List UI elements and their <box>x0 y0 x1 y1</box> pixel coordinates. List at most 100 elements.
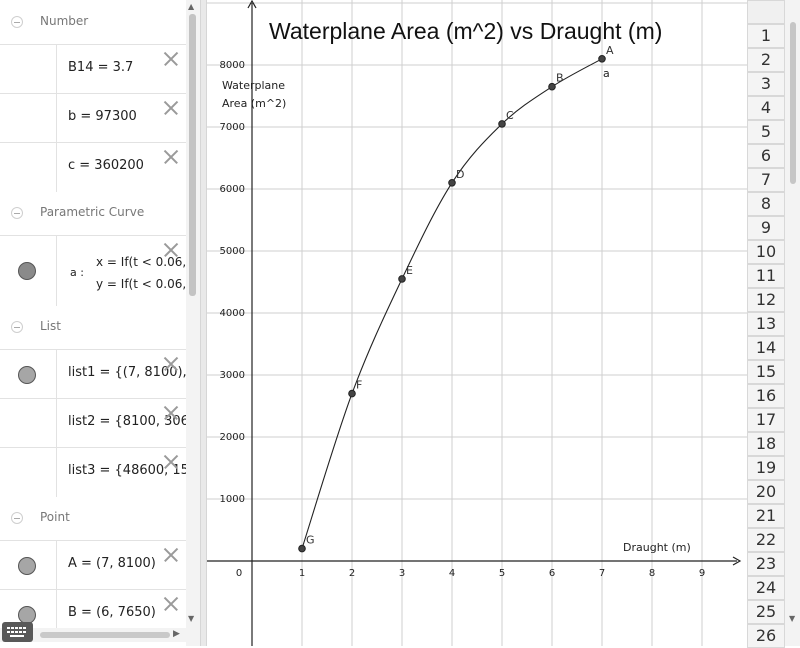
collapse-icon[interactable] <box>11 512 23 524</box>
delete-icon[interactable] <box>162 50 180 68</box>
item-marker[interactable] <box>0 399 57 448</box>
row-header[interactable]: 7 <box>747 168 785 192</box>
section-header[interactable]: Number <box>0 0 186 44</box>
spreadsheet-corner[interactable] <box>747 0 785 24</box>
row-header[interactable]: 5 <box>747 120 785 144</box>
point-D[interactable] <box>448 179 456 187</box>
item-definition[interactable]: B14 = 3.7 <box>68 60 134 75</box>
item-definition[interactable]: B = (6, 7650) <box>68 605 156 620</box>
row-header[interactable]: 21 <box>747 504 785 528</box>
delete-icon[interactable] <box>162 241 180 259</box>
item-definition[interactable]: b = 97300 <box>68 109 137 124</box>
row-header[interactable]: 1 <box>747 24 785 48</box>
section-header[interactable]: Point <box>0 496 186 540</box>
row-header[interactable]: 16 <box>747 384 785 408</box>
row-header[interactable]: 13 <box>747 312 785 336</box>
row-header[interactable]: 23 <box>747 552 785 576</box>
algebra-horizontal-scrollbar[interactable]: ▶ <box>0 628 186 642</box>
delete-icon[interactable] <box>162 546 180 564</box>
spreadsheet-scrollbar[interactable]: ▼ <box>785 0 800 646</box>
scrollbar-thumb[interactable] <box>790 22 796 184</box>
row-header[interactable]: 11 <box>747 264 785 288</box>
algebra-item[interactable]: a :x = If(t < 0.06, y = If(t < 0.06, <box>0 235 186 306</box>
item-marker[interactable] <box>0 143 57 192</box>
item-marker[interactable] <box>0 541 57 590</box>
algebra-item[interactable]: B = (6, 7650) <box>0 589 186 639</box>
item-definition[interactable]: list1 = {(7, 8100), ( <box>68 365 186 380</box>
scroll-down-arrow-icon[interactable]: ▼ <box>789 614 796 623</box>
item-marker[interactable] <box>0 350 57 399</box>
row-header[interactable]: 26 <box>747 624 785 648</box>
delete-icon[interactable] <box>162 99 180 117</box>
point-label: E <box>406 264 413 277</box>
delete-icon[interactable] <box>162 453 180 471</box>
row-header[interactable]: 10 <box>747 240 785 264</box>
row-header[interactable]: 25 <box>747 600 785 624</box>
parametric-curve-a[interactable] <box>301 58 603 549</box>
item-marker[interactable] <box>0 236 57 306</box>
item-marker[interactable] <box>0 45 57 94</box>
delete-icon[interactable] <box>162 355 180 373</box>
item-marker[interactable] <box>0 448 57 497</box>
row-header[interactable]: 14 <box>747 336 785 360</box>
view-divider[interactable] <box>200 0 207 646</box>
row-header[interactable]: 4 <box>747 96 785 120</box>
scroll-down-arrow-icon[interactable]: ▼ <box>188 614 195 623</box>
point-G[interactable] <box>298 544 306 553</box>
collapse-icon[interactable] <box>11 321 23 333</box>
row-header[interactable]: 9 <box>747 216 785 240</box>
point-E[interactable] <box>398 275 406 283</box>
section-header[interactable]: Parametric Curve <box>0 191 186 235</box>
row-header[interactable]: 24 <box>747 576 785 600</box>
point-C[interactable] <box>498 120 506 128</box>
algebra-item[interactable]: c = 360200 <box>0 142 186 192</box>
algebra-item[interactable]: list2 = {8100, 30600 <box>0 398 186 448</box>
row-header[interactable]: 19 <box>747 456 785 480</box>
row-header[interactable]: 8 <box>747 192 785 216</box>
algebra-item[interactable]: A = (7, 8100) <box>0 540 186 590</box>
row-header[interactable]: 3 <box>747 72 785 96</box>
algebra-item[interactable]: B14 = 3.7 <box>0 44 186 94</box>
row-header[interactable]: 22 <box>747 528 785 552</box>
visibility-toggle-icon[interactable] <box>18 556 36 575</box>
point-B[interactable] <box>548 82 556 91</box>
item-definition[interactable]: c = 360200 <box>68 158 144 173</box>
algebra-item[interactable]: list3 = {48600, 1530 <box>0 447 186 497</box>
algebra-item[interactable]: list1 = {(7, 8100), ( <box>0 349 186 399</box>
scroll-up-arrow-icon[interactable]: ▲ <box>188 2 195 11</box>
item-marker[interactable] <box>0 94 57 143</box>
row-header[interactable]: 12 <box>747 288 785 312</box>
algebra-item[interactable]: b = 97300 <box>0 93 186 143</box>
curve-definition-y[interactable]: y = If(t < 0.06, <box>96 277 186 291</box>
scrollbar-thumb[interactable] <box>40 632 170 638</box>
item-definition[interactable]: list3 = {48600, 1530 <box>68 463 186 478</box>
row-header[interactable]: 20 <box>747 480 785 504</box>
visibility-toggle-icon[interactable] <box>18 262 36 280</box>
graphics-view[interactable]: 0 1 2 3 4 5 6 7 8 9 1000 2000 3000 4000 5000 6000 7000 80… <box>207 0 747 646</box>
delete-icon[interactable] <box>162 404 180 422</box>
delete-icon[interactable] <box>162 148 180 166</box>
row-header[interactable]: 15 <box>747 360 785 384</box>
section-header[interactable]: List <box>0 305 186 349</box>
item-definition[interactable]: list2 = {8100, 30600 <box>68 414 186 429</box>
scrollbar-thumb[interactable] <box>189 14 196 296</box>
row-header[interactable]: 17 <box>747 408 785 432</box>
x-tick-label: 1 <box>299 568 305 579</box>
y-axis-label: Area (m^2) <box>222 97 286 110</box>
graph-canvas[interactable]: 0 1 2 3 4 5 6 7 8 9 1000 2000 3000 4000 5000 6000 7000 80… <box>207 0 747 646</box>
collapse-icon[interactable] <box>11 16 23 28</box>
visibility-toggle-icon[interactable] <box>18 605 36 624</box>
visibility-toggle-icon[interactable] <box>18 365 36 384</box>
scroll-right-arrow-icon[interactable]: ▶ <box>173 629 180 639</box>
algebra-vertical-scrollbar[interactable]: ▲ ▼ <box>186 0 200 646</box>
delete-icon[interactable] <box>162 595 180 613</box>
row-header[interactable]: 6 <box>747 144 785 168</box>
point-A[interactable] <box>598 55 606 63</box>
row-header[interactable]: 18 <box>747 432 785 456</box>
row-header[interactable]: 2 <box>747 48 785 72</box>
collapse-icon[interactable] <box>11 207 23 219</box>
section-title: Number <box>40 14 89 28</box>
item-definition[interactable]: A = (7, 8100) <box>68 556 156 571</box>
point-F[interactable] <box>348 389 356 398</box>
keyboard-icon[interactable] <box>2 622 33 642</box>
